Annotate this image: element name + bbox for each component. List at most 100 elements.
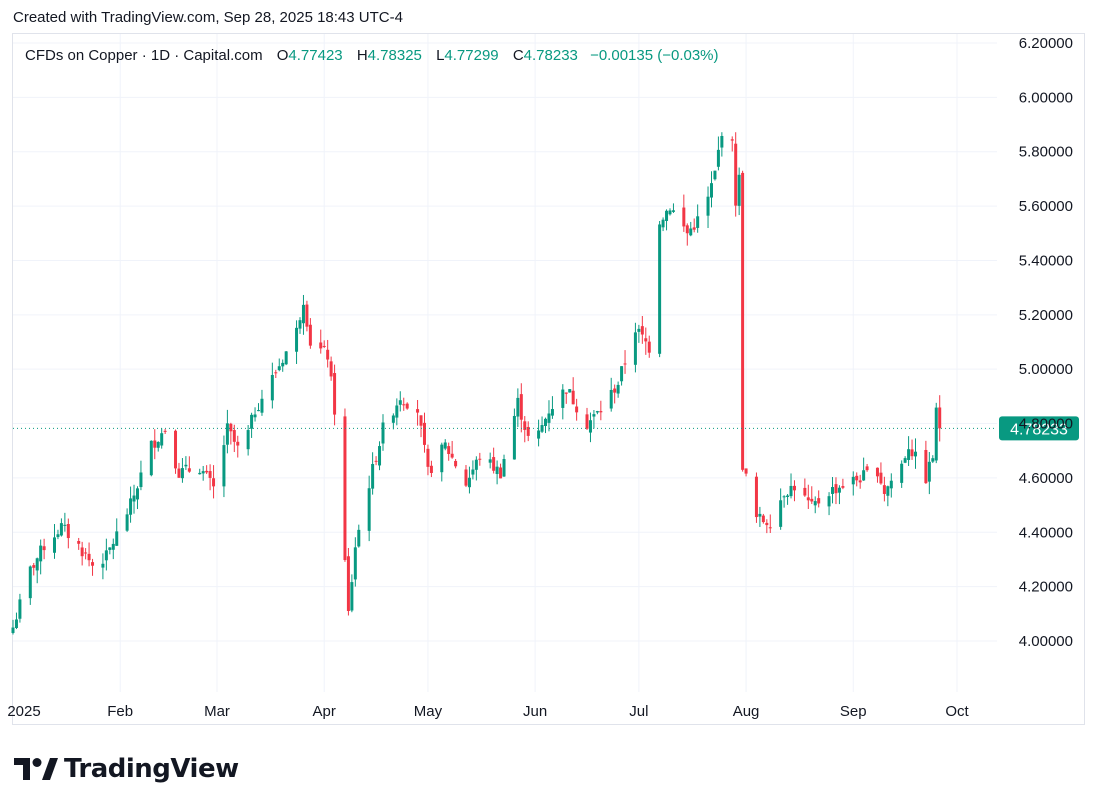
candle[interactable] <box>754 472 758 523</box>
candle[interactable] <box>592 409 596 429</box>
candle[interactable] <box>236 435 240 458</box>
candle[interactable] <box>599 400 603 421</box>
candle[interactable] <box>865 463 869 472</box>
candle[interactable] <box>301 294 305 335</box>
candle[interactable] <box>938 395 942 442</box>
candle[interactable] <box>609 377 613 412</box>
candle[interactable] <box>367 475 371 542</box>
candle[interactable] <box>180 458 184 483</box>
candle[interactable] <box>882 476 886 502</box>
candle[interactable] <box>585 407 589 430</box>
candle[interactable] <box>658 221 662 358</box>
candle[interactable] <box>274 369 278 378</box>
candle[interactable] <box>11 619 15 635</box>
candle[interactable] <box>810 486 814 504</box>
candle[interactable] <box>855 472 859 487</box>
candle[interactable] <box>696 204 700 233</box>
candle[interactable] <box>174 429 178 474</box>
candle[interactable] <box>91 558 95 576</box>
candle[interactable] <box>803 478 807 497</box>
candle[interactable] <box>212 465 216 499</box>
candle[interactable] <box>907 436 911 466</box>
candle[interactable] <box>371 452 375 495</box>
candle[interactable] <box>841 478 845 490</box>
candle[interactable] <box>685 223 689 246</box>
candle[interactable] <box>208 464 212 491</box>
candle[interactable] <box>333 364 337 426</box>
candle[interactable] <box>246 425 250 456</box>
candle[interactable] <box>201 465 205 481</box>
candle[interactable] <box>623 350 627 374</box>
candle[interactable] <box>502 454 506 477</box>
candle[interactable] <box>768 514 772 533</box>
candle[interactable] <box>132 484 136 514</box>
candle[interactable] <box>32 562 36 576</box>
candle[interactable] <box>934 402 938 464</box>
candle[interactable] <box>160 428 164 449</box>
candle[interactable] <box>537 419 541 447</box>
candle[interactable] <box>374 456 378 466</box>
candle[interactable] <box>730 136 734 152</box>
candle[interactable] <box>87 542 91 567</box>
candle[interactable] <box>156 441 160 452</box>
candle[interactable] <box>827 492 831 516</box>
candle[interactable] <box>28 565 32 605</box>
candle[interactable] <box>187 456 191 473</box>
candle[interactable] <box>647 335 651 358</box>
candle[interactable] <box>734 132 738 217</box>
candle[interactable] <box>668 208 672 216</box>
candle[interactable] <box>706 186 710 229</box>
candle[interactable] <box>429 460 433 478</box>
candle[interactable] <box>931 455 935 464</box>
candle[interactable] <box>851 471 855 496</box>
candle[interactable] <box>620 366 624 386</box>
candle[interactable] <box>63 512 67 532</box>
candle[interactable] <box>59 518 63 537</box>
candle[interactable] <box>782 495 786 508</box>
candle[interactable] <box>277 358 281 372</box>
candle[interactable] <box>56 529 60 540</box>
candle[interactable] <box>308 318 312 349</box>
candle[interactable] <box>447 442 451 461</box>
candle[interactable] <box>499 463 503 479</box>
candle[interactable] <box>177 462 181 478</box>
candle[interactable] <box>14 612 18 630</box>
candle[interactable] <box>319 329 323 354</box>
candle[interactable] <box>671 203 675 213</box>
candle[interactable] <box>391 413 395 430</box>
candle[interactable] <box>875 467 879 483</box>
candle[interactable] <box>571 377 575 405</box>
candle[interactable] <box>914 438 918 469</box>
candle[interactable] <box>640 315 644 344</box>
candle[interactable] <box>744 468 748 477</box>
candle[interactable] <box>257 403 261 412</box>
candle[interactable] <box>184 456 188 470</box>
candle[interactable] <box>77 537 81 550</box>
candle[interactable] <box>633 322 637 373</box>
candle[interactable] <box>595 410 599 415</box>
candle[interactable] <box>665 209 669 231</box>
candle[interactable] <box>329 356 333 381</box>
candle[interactable] <box>298 317 302 334</box>
candle[interactable] <box>125 508 129 532</box>
candle[interactable] <box>588 412 592 443</box>
candle[interactable] <box>229 422 233 445</box>
candle[interactable] <box>305 300 309 332</box>
candle[interactable] <box>398 391 402 412</box>
candle[interactable] <box>692 218 696 233</box>
candle[interactable] <box>135 486 139 510</box>
candle[interactable] <box>682 194 686 232</box>
candle[interactable] <box>495 460 499 485</box>
candle[interactable] <box>284 351 288 366</box>
candle[interactable] <box>758 506 762 527</box>
candle[interactable] <box>523 416 527 443</box>
candle[interactable] <box>381 414 385 451</box>
candle[interactable] <box>198 468 202 475</box>
candle[interactable] <box>260 389 264 416</box>
candle[interactable] <box>205 465 209 475</box>
candle[interactable] <box>544 417 548 434</box>
candle[interactable] <box>84 548 88 560</box>
candle[interactable] <box>153 429 157 460</box>
candle[interactable] <box>322 340 326 348</box>
